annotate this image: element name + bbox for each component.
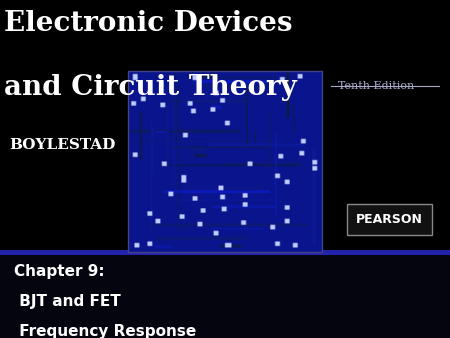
Text: PEARSON: PEARSON <box>356 213 423 226</box>
Text: and Circuit Theory: and Circuit Theory <box>4 74 297 101</box>
Text: BOYLESTAD: BOYLESTAD <box>9 138 115 152</box>
Bar <box>346 204 432 235</box>
Text: BJT and FET: BJT and FET <box>14 294 120 309</box>
Text: Chapter 9:: Chapter 9: <box>14 264 104 279</box>
Bar <box>0 252 450 338</box>
Text: Frequency Response: Frequency Response <box>14 324 196 338</box>
Text: Tenth Edition: Tenth Edition <box>338 81 414 91</box>
Bar <box>0 250 450 255</box>
Bar <box>128 71 322 252</box>
Text: Electronic Devices: Electronic Devices <box>4 10 293 37</box>
